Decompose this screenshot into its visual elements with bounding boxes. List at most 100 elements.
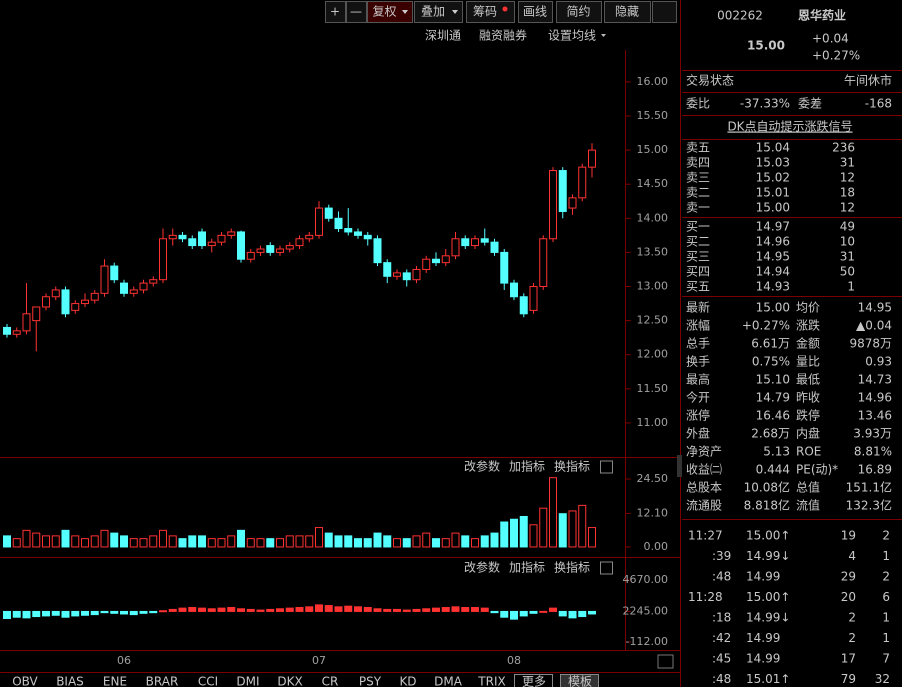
y-tick-label: 14.00 [637, 211, 669, 224]
stat-value: 14.73 [858, 373, 892, 387]
bar [393, 608, 401, 612]
tab[interactable]: BRAR [146, 675, 179, 687]
tab[interactable]: BIAS [56, 675, 84, 687]
book-level: 买四 [686, 265, 710, 279]
tab[interactable]: ENE [103, 675, 127, 687]
toolbar-button[interactable] [325, 1, 346, 23]
stat-value: 16.89 [858, 463, 892, 477]
tab[interactable]: CCI [198, 675, 218, 687]
book-level: 卖三 [686, 171, 710, 185]
trade-price: 14.99 [746, 652, 780, 666]
trade-volume: 20 [841, 590, 856, 604]
book-price: 14.96 [756, 235, 790, 249]
candle-body [256, 248, 265, 253]
pane-tool[interactable]: 改参数 [464, 560, 500, 575]
toolbar-button[interactable] [466, 1, 515, 23]
toolbar-label[interactable]: 复权 [372, 5, 396, 19]
toolbar-button[interactable] [652, 1, 677, 23]
bar [432, 607, 440, 612]
bar [461, 606, 470, 612]
tab[interactable]: DMA [434, 675, 463, 687]
candle-body [276, 248, 284, 253]
scroll-button[interactable] [657, 654, 674, 669]
trade-count: 32 [875, 672, 890, 686]
book-level: 卖四 [686, 156, 710, 170]
trade-time: :39 [712, 549, 731, 563]
toolbar-button[interactable] [346, 1, 367, 23]
toolbar-label[interactable]: 叠加 [421, 5, 445, 19]
bar [315, 604, 323, 612]
chart-link[interactable]: 融资融券 [479, 28, 527, 43]
trade-count: 2 [882, 570, 890, 584]
bar [334, 606, 343, 612]
stat-value: ▲0.04 [856, 319, 892, 333]
trade-volume: 79 [841, 672, 856, 686]
signal-link[interactable]: DK点自动提示涨跌信号 [727, 119, 852, 134]
close-pane[interactable] [600, 561, 613, 575]
tab[interactable]: TRIX [477, 675, 505, 687]
tab[interactable]: KD [399, 675, 416, 687]
pane-tool[interactable]: 改参数 [464, 459, 500, 474]
bar [402, 538, 411, 548]
book-price: 14.95 [756, 250, 790, 264]
bar [500, 521, 509, 548]
toolbar-button[interactable] [518, 1, 553, 23]
price: 15.00 [747, 39, 785, 53]
toolbar-label[interactable]: 筹码 [473, 5, 497, 19]
y-tick-label: 4670.00 [623, 573, 669, 586]
trade-time: :45 [712, 652, 731, 666]
stat-value: +0.27% [742, 319, 790, 333]
bar [51, 610, 60, 616]
panel-toggle[interactable] [677, 455, 682, 477]
candle-body [519, 296, 528, 315]
toolbar-label[interactable]: — [350, 5, 362, 19]
tab[interactable]: DMI [236, 675, 259, 687]
candle-body [305, 234, 314, 240]
chart-link[interactable]: 深圳通 [425, 29, 461, 43]
toolbar-button[interactable] [604, 1, 651, 23]
change-pct: +0.27% [812, 49, 860, 63]
bar [363, 538, 372, 548]
tab[interactable]: CR [322, 675, 339, 687]
tab[interactable]: PSY [359, 675, 382, 687]
toolbar-button[interactable] [367, 1, 413, 23]
toolbar-button[interactable] [414, 1, 463, 23]
bar [441, 606, 450, 612]
chart-link[interactable]: 设置均线 [548, 29, 596, 43]
pane-tool[interactable]: 加指标 [509, 560, 545, 575]
toolbar-button[interactable] [556, 1, 602, 23]
bar [168, 608, 177, 612]
candle-body [334, 217, 343, 230]
toolbar-label[interactable]: 简约 [566, 4, 590, 19]
pane-tool[interactable]: 换指标 [554, 560, 590, 575]
tab-box[interactable] [560, 674, 599, 687]
toolbar-label[interactable]: 隐藏 [615, 5, 639, 19]
candle-body [81, 299, 89, 305]
pane-tool[interactable]: 加指标 [509, 459, 545, 474]
tab[interactable]: OBV [12, 675, 38, 687]
trade-time: :18 [712, 611, 731, 625]
bar [549, 607, 557, 612]
trade-price: 14.99↓ [746, 549, 790, 563]
pane-tool[interactable]: 换指标 [554, 459, 590, 474]
tab[interactable]: 更多 [522, 675, 546, 687]
bar [32, 610, 41, 618]
bar [276, 538, 284, 548]
toolbar-label[interactable]: 画线 [523, 5, 547, 19]
bar [256, 538, 265, 548]
close-pane[interactable] [600, 460, 613, 474]
tab[interactable]: DKX [277, 675, 302, 687]
stat-value: 14.96 [858, 391, 892, 405]
toolbar-label[interactable]: + [330, 5, 340, 19]
book-price: 15.00 [756, 201, 790, 215]
tab[interactable]: 模板 [568, 675, 592, 687]
trade-volume: 29 [841, 570, 856, 584]
bar [266, 538, 275, 548]
bar [256, 609, 265, 612]
tab-box[interactable] [514, 674, 553, 687]
trade-price: 14.99 [746, 631, 780, 645]
bar [32, 532, 41, 548]
candle-body [490, 241, 499, 253]
change: +0.04 [812, 32, 849, 46]
bar [558, 513, 567, 548]
